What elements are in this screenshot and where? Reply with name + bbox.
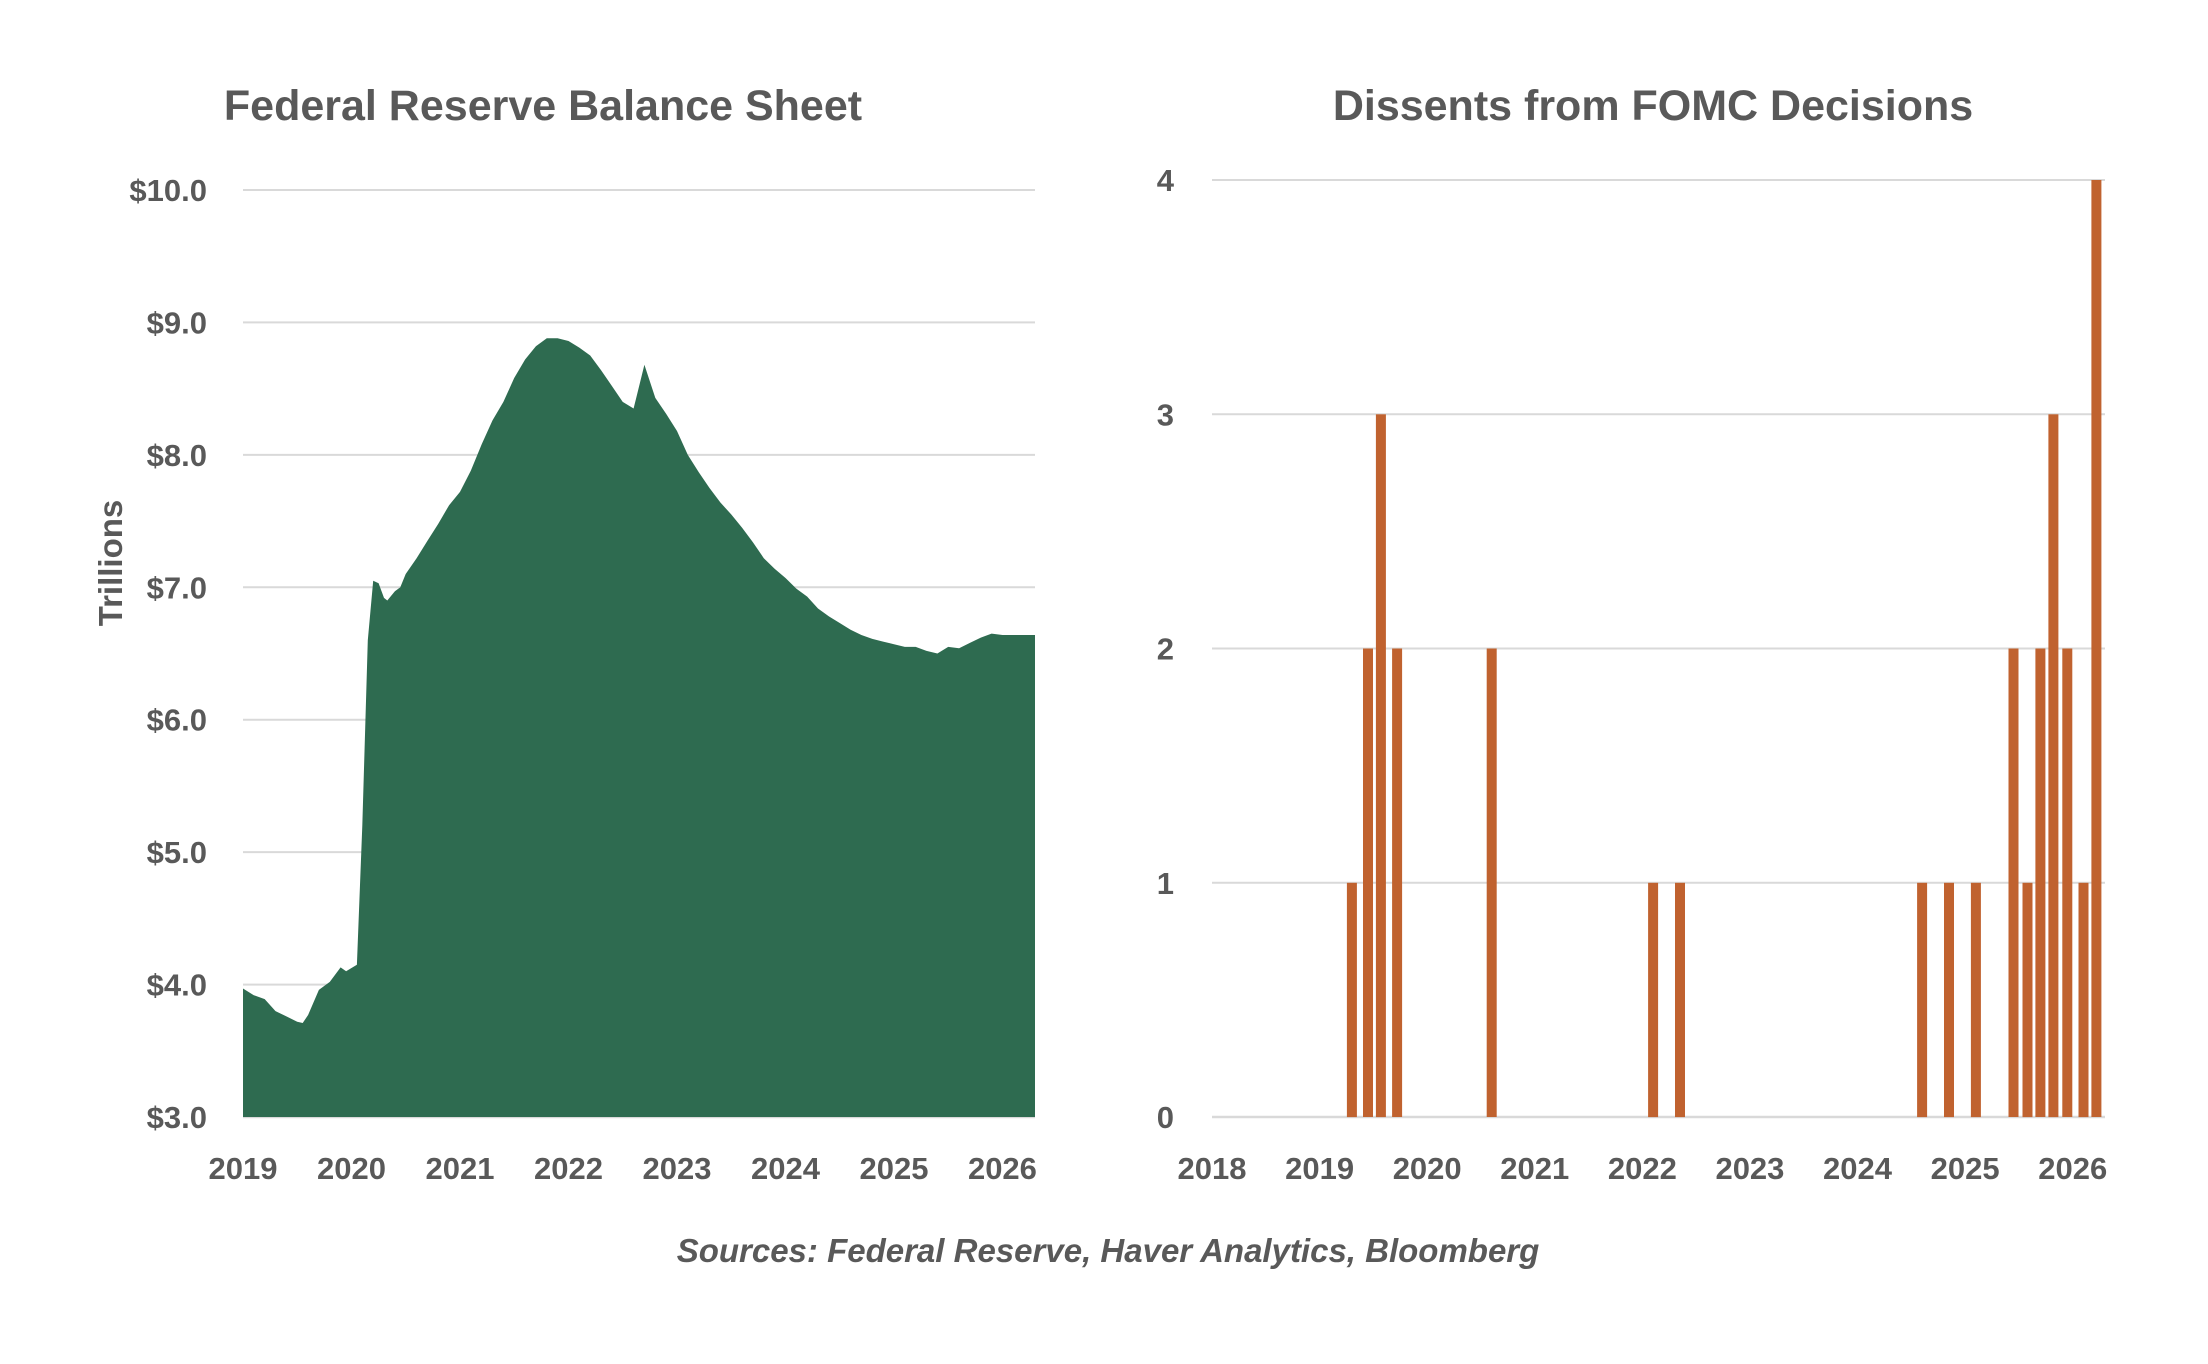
fomc-dissent-bar [1486,648,1497,1117]
balance-sheet-y-tick-label: $4.0 [147,968,207,1003]
balance-sheet-x-tick-label: 2024 [751,1151,821,1186]
balance-sheet-x-tick-label: 2022 [534,1151,603,1186]
balance-sheet-y-tick-label: $6.0 [147,703,207,738]
balance-sheet-y-tick-label: $7.0 [147,570,207,605]
fomc-dissent-bar [2048,414,2059,1118]
fomc-dissents-y-tick-label: 1 [1157,866,1174,901]
fomc-dissents-y-ticks: 0 1 2 3 4 [1157,163,1175,1135]
balance-sheet-y-tick-label: $9.0 [147,305,207,340]
fomc-dissent-bar [1363,648,1373,1117]
fomc-dissents-y-tick-label: 2 [1157,632,1174,667]
fomc-dissent-bar [2062,648,2073,1117]
balance-sheet-y-ticks: $3.0 $4.0 $5.0 $6.0 $7.0 $8.0 $9.0 $10.0 [129,173,207,1135]
fomc-dissent-bar [1675,882,1685,1118]
fomc-dissent-bar [1375,414,1386,1118]
fomc-dissent-bar [2091,180,2102,1117]
balance-sheet-x-tick-label: 2025 [859,1151,928,1186]
fomc-dissents-x-tick-label: 2026 [2038,1151,2107,1186]
balance-sheet-title: Federal Reserve Balance Sheet [224,82,862,130]
balance-sheet-x-tick-label: 2021 [426,1151,495,1186]
fomc-dissents-x-tick-label: 2019 [1285,1151,1354,1186]
fomc-dissent-bar [1346,882,1357,1118]
balance-sheet-x-tick-label: 2019 [209,1151,278,1186]
balance-sheet-x-tick-label: 2023 [642,1151,711,1186]
fomc-dissent-bar [1944,882,1954,1118]
balance-sheet-y-axis-title: Trillions [92,500,129,627]
fomc-dissents-x-tick-label: 2023 [1715,1151,1784,1186]
balance-sheet-y-tick-label: $3.0 [147,1100,207,1135]
fomc-dissents-x-tick-label: 2018 [1178,1151,1247,1186]
fomc-dissents-x-tick-label: 2022 [1608,1151,1677,1186]
fomc-dissents-x-ticks: 2018 2019 2020 2021 2022 2023 2024 2025 2026 [1178,1151,2108,1186]
balance-sheet-chart: Federal Reserve Balance Sheet $3.0 $4.0 $5… [92,82,1037,1186]
balance-sheet-y-tick-label: $10.0 [129,173,207,208]
balance-sheet-y-tick-label: $8.0 [147,438,207,473]
source-note: Sources: Federal Reserve, Haver Analytic… [677,1232,1540,1269]
fomc-dissent-bar [1917,882,1928,1118]
fomc-dissents-x-tick-label: 2024 [1823,1151,1893,1186]
balance-sheet-x-tick-label: 2020 [317,1151,386,1186]
fomc-dissent-bar [2078,882,2089,1118]
fomc-dissent-bar [2022,882,2033,1118]
fomc-dissents-y-tick-label: 3 [1157,397,1174,432]
fomc-dissents-x-tick-label: 2020 [1393,1151,1462,1186]
fomc-dissents-x-tick-label: 2021 [1500,1151,1569,1186]
fomc-dissents-gridlines [1212,179,2105,1119]
balance-sheet-x-tick-label: 2026 [968,1151,1037,1186]
balance-sheet-x-ticks: 2019 2020 2021 2022 2023 2024 2025 2026 [209,1151,1037,1186]
fomc-dissent-bar [2008,648,2019,1117]
fomc-dissent-bar [2035,648,2046,1117]
fomc-dissents-y-tick-label: 0 [1157,1100,1174,1135]
fomc-dissents-x-tick-label: 2025 [1931,1151,2000,1186]
fomc-dissent-bar [1970,882,1981,1118]
fomc-dissents-y-tick-label: 4 [1157,163,1175,198]
balance-sheet-area [243,338,1035,1117]
fomc-dissents-title: Dissents from FOMC Decisions [1333,82,1973,130]
fomc-dissent-bar [1392,648,1403,1117]
fomc-dissents-bars [1346,180,2102,1118]
fomc-dissent-bar [1648,882,1659,1118]
balance-sheet-y-tick-label: $5.0 [147,835,207,870]
